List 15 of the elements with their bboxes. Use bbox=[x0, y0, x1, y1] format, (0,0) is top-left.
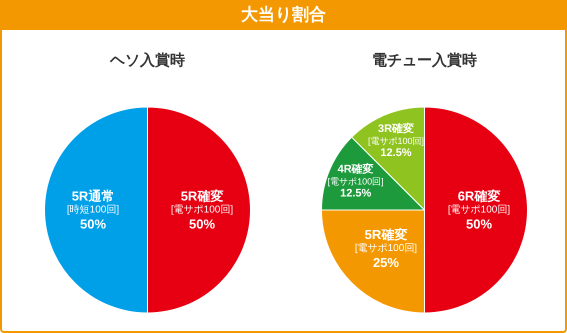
data-label: 50% bbox=[80, 216, 106, 232]
data-label: 12.5% bbox=[340, 187, 372, 200]
slice-label: 3R確変 [電サポ100回] bbox=[368, 122, 424, 146]
slice-label: 5R確変 [電サポ100回] bbox=[354, 227, 418, 254]
chart-title: ヘソ入賞時 bbox=[109, 52, 185, 69]
data-label: 50% bbox=[466, 216, 492, 232]
slice-label: 4R確変 [電サポ100回] bbox=[328, 162, 384, 186]
slice-label: 5R確変 [電サポ100回] bbox=[170, 188, 234, 216]
data-label: 12.5% bbox=[380, 147, 412, 160]
slice-label: 5R通常 [時短100回] bbox=[66, 188, 120, 216]
chart-title: 電チュー入賞時 bbox=[372, 52, 477, 69]
slice-label: 6R確変 [電サポ100回] bbox=[448, 188, 510, 216]
data-label: 50% bbox=[188, 216, 216, 232]
text: 大当り割合 bbox=[0, 0, 567, 30]
data-label: 25% bbox=[372, 255, 400, 270]
